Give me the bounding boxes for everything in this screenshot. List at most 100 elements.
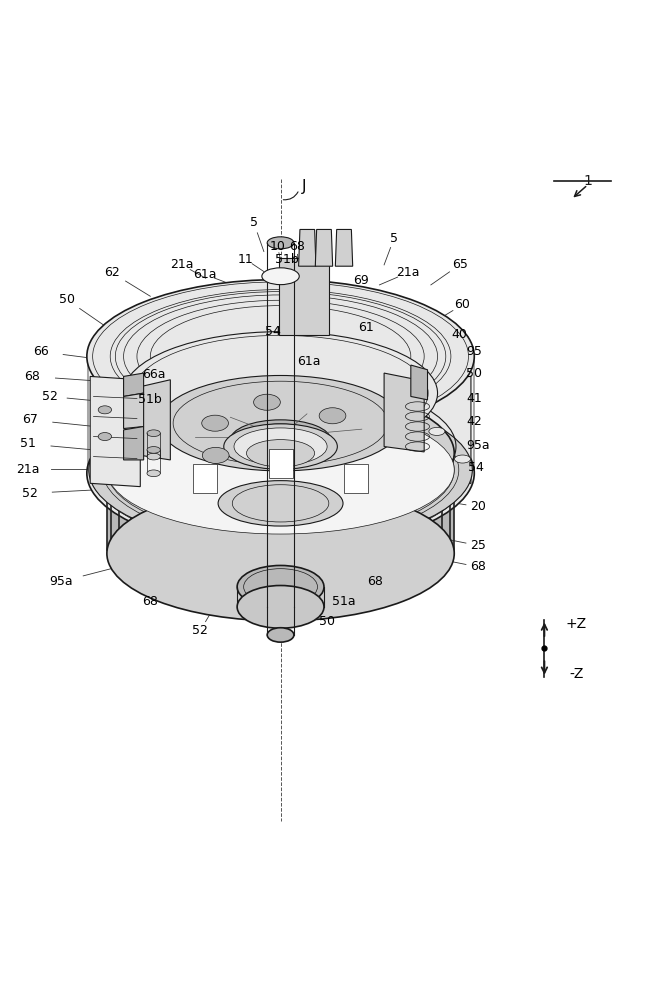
Polygon shape: [299, 229, 316, 266]
Ellipse shape: [234, 428, 327, 465]
Text: 95: 95: [466, 345, 482, 358]
Ellipse shape: [89, 394, 472, 546]
Text: 60: 60: [454, 298, 470, 311]
Ellipse shape: [246, 440, 315, 467]
Ellipse shape: [267, 237, 294, 249]
Ellipse shape: [230, 420, 331, 460]
Ellipse shape: [98, 406, 112, 414]
Ellipse shape: [107, 386, 454, 521]
Polygon shape: [127, 380, 170, 460]
Text: 68: 68: [142, 595, 158, 608]
Ellipse shape: [454, 455, 470, 463]
Text: 11: 11: [238, 253, 254, 266]
Polygon shape: [344, 464, 368, 493]
Ellipse shape: [202, 447, 229, 463]
Ellipse shape: [218, 481, 343, 526]
Ellipse shape: [202, 415, 228, 431]
Text: 52: 52: [42, 390, 58, 403]
Text: 5: 5: [250, 216, 258, 229]
Polygon shape: [424, 376, 471, 487]
Polygon shape: [335, 229, 353, 266]
Ellipse shape: [262, 268, 299, 285]
Text: 25: 25: [470, 539, 486, 552]
Text: 50: 50: [59, 293, 75, 306]
Text: 42: 42: [466, 415, 482, 428]
Polygon shape: [287, 281, 321, 332]
Text: 52: 52: [22, 487, 38, 500]
Polygon shape: [193, 464, 217, 493]
Ellipse shape: [267, 628, 294, 642]
Polygon shape: [107, 386, 454, 553]
Text: 54: 54: [468, 461, 484, 474]
Polygon shape: [269, 449, 293, 478]
Ellipse shape: [98, 433, 112, 441]
Text: 51: 51: [20, 437, 36, 450]
Text: 1: 1: [583, 174, 593, 188]
Text: +Z: +Z: [566, 617, 587, 631]
Text: 61: 61: [358, 321, 374, 334]
Polygon shape: [124, 373, 144, 396]
Ellipse shape: [124, 332, 438, 455]
Text: 66: 66: [33, 345, 49, 358]
Ellipse shape: [158, 375, 403, 471]
Ellipse shape: [224, 424, 337, 469]
Text: 51b: 51b: [138, 393, 162, 406]
Text: 61a: 61a: [297, 355, 321, 368]
Text: 95a: 95a: [466, 439, 490, 452]
Text: 50: 50: [319, 615, 335, 628]
Text: 68: 68: [24, 370, 40, 383]
Text: 68: 68: [367, 575, 383, 588]
Polygon shape: [279, 258, 329, 335]
Ellipse shape: [235, 394, 251, 402]
Text: 67: 67: [22, 413, 38, 426]
Polygon shape: [124, 393, 144, 429]
Text: 69: 69: [353, 274, 369, 287]
Ellipse shape: [116, 427, 132, 435]
Ellipse shape: [429, 427, 445, 435]
Polygon shape: [90, 376, 140, 487]
Ellipse shape: [167, 406, 183, 414]
Text: 5: 5: [390, 232, 398, 245]
Ellipse shape: [378, 406, 394, 414]
Ellipse shape: [310, 394, 326, 402]
Ellipse shape: [107, 486, 454, 621]
Ellipse shape: [254, 394, 281, 410]
Ellipse shape: [107, 406, 454, 534]
Text: 51a: 51a: [332, 595, 356, 608]
Ellipse shape: [147, 447, 160, 453]
Polygon shape: [384, 373, 424, 452]
Text: 10: 10: [269, 240, 285, 253]
Text: 20: 20: [470, 500, 486, 513]
Ellipse shape: [147, 470, 160, 477]
Ellipse shape: [91, 455, 107, 463]
Text: 68: 68: [470, 560, 486, 573]
Text: 66a: 66a: [142, 368, 166, 381]
Text: 68: 68: [289, 240, 305, 253]
Text: 52: 52: [192, 624, 208, 637]
Polygon shape: [124, 427, 144, 460]
Text: 21a: 21a: [395, 266, 420, 279]
Text: 41: 41: [466, 392, 482, 405]
Polygon shape: [315, 229, 333, 266]
Ellipse shape: [147, 430, 160, 437]
Ellipse shape: [87, 280, 474, 433]
Text: 54: 54: [265, 325, 281, 338]
Ellipse shape: [87, 396, 474, 550]
Ellipse shape: [237, 565, 324, 608]
Text: 65: 65: [452, 258, 468, 271]
Ellipse shape: [240, 424, 321, 456]
Text: 40: 40: [452, 328, 468, 341]
Text: 50: 50: [466, 367, 482, 380]
Ellipse shape: [147, 453, 160, 460]
Text: 51b: 51b: [275, 253, 299, 266]
Text: 62: 62: [104, 266, 120, 279]
Text: 21a: 21a: [170, 258, 194, 271]
Polygon shape: [411, 365, 428, 400]
Polygon shape: [87, 280, 474, 473]
Text: 61a: 61a: [192, 268, 216, 281]
Ellipse shape: [237, 586, 324, 628]
Text: -Z: -Z: [569, 667, 584, 681]
Text: 21a: 21a: [16, 463, 40, 476]
Ellipse shape: [319, 408, 346, 424]
Text: 95a: 95a: [49, 575, 73, 588]
